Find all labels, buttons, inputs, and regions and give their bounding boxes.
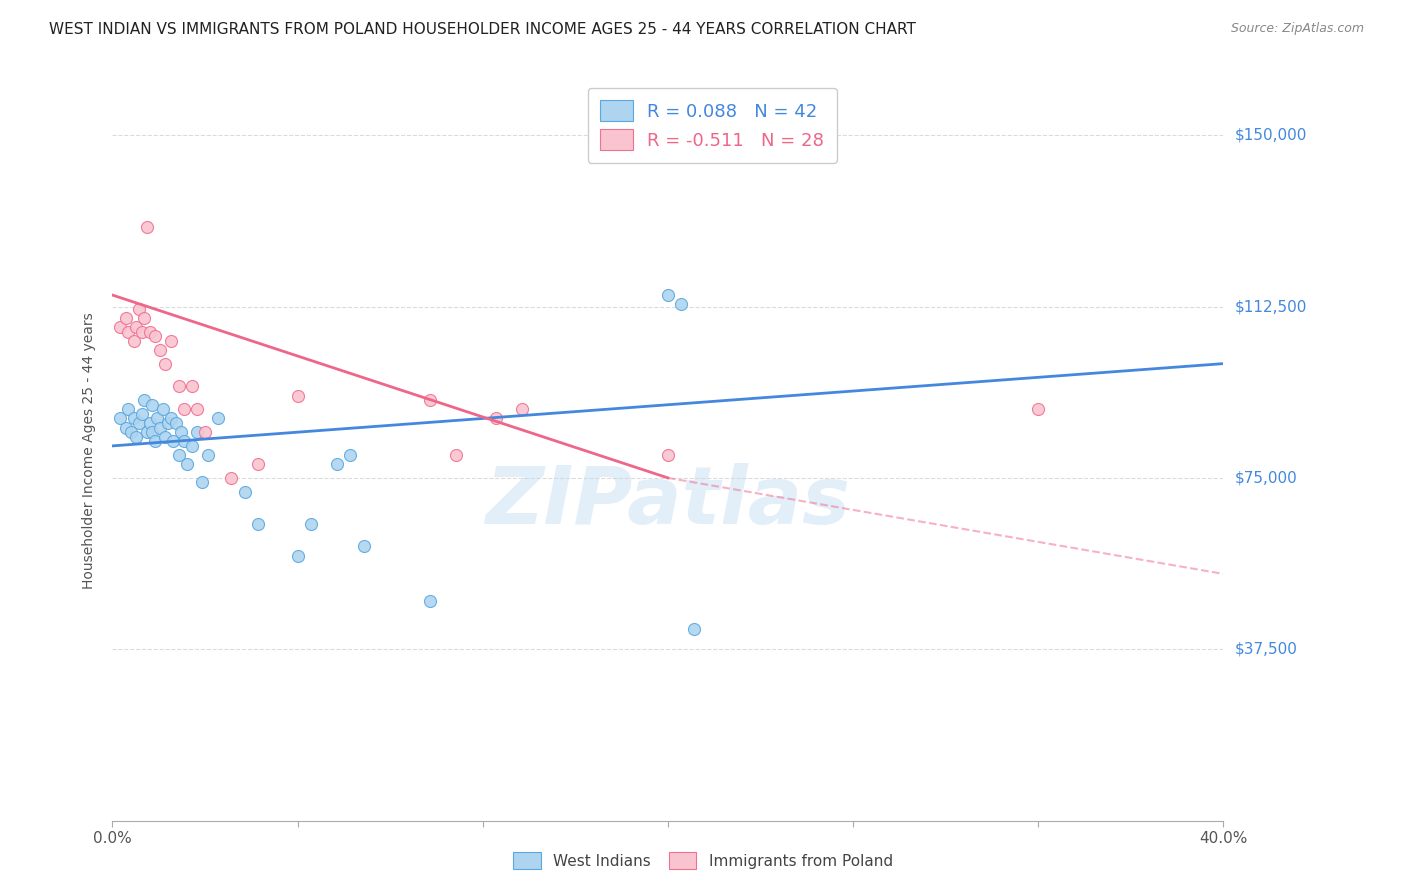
Point xyxy=(221,471,243,485)
Text: Source: ZipAtlas.com: Source: ZipAtlas.com xyxy=(1230,22,1364,36)
Point xyxy=(159,411,181,425)
Point xyxy=(110,320,132,334)
Point xyxy=(117,402,139,417)
Point xyxy=(149,420,172,434)
Point xyxy=(125,320,148,334)
Point xyxy=(339,448,361,462)
Point xyxy=(117,325,139,339)
Point xyxy=(299,516,322,531)
Point xyxy=(485,411,508,425)
Point xyxy=(155,357,177,371)
Point xyxy=(128,301,150,316)
Point xyxy=(1026,402,1049,417)
Point xyxy=(246,457,269,471)
Point xyxy=(122,411,145,425)
Point xyxy=(167,448,190,462)
Point xyxy=(141,398,163,412)
Point xyxy=(669,297,692,311)
Point xyxy=(149,343,172,357)
Point xyxy=(419,594,441,608)
Point xyxy=(173,402,195,417)
Point xyxy=(128,416,150,430)
Point xyxy=(141,425,163,440)
Point xyxy=(194,425,217,440)
Point xyxy=(135,425,157,440)
Point xyxy=(120,425,142,440)
Text: $150,000: $150,000 xyxy=(1234,128,1306,143)
Point xyxy=(657,448,679,462)
Point xyxy=(125,430,148,444)
Point xyxy=(657,288,679,302)
Point xyxy=(512,402,534,417)
Point xyxy=(186,402,208,417)
Point xyxy=(207,411,229,425)
Point xyxy=(143,329,166,343)
Point xyxy=(135,219,157,234)
Point xyxy=(180,439,202,453)
Point xyxy=(170,425,193,440)
Point xyxy=(419,393,441,408)
Point xyxy=(162,434,184,449)
Point xyxy=(173,434,195,449)
Point xyxy=(159,334,181,348)
Point xyxy=(446,448,468,462)
Text: $37,500: $37,500 xyxy=(1234,641,1298,657)
Point xyxy=(138,416,160,430)
Point xyxy=(326,457,349,471)
Point xyxy=(287,549,309,563)
Point xyxy=(287,389,309,403)
Point xyxy=(186,425,208,440)
Point xyxy=(114,420,136,434)
Text: ZIPatlas: ZIPatlas xyxy=(485,463,851,541)
Point xyxy=(191,475,214,490)
Text: $75,000: $75,000 xyxy=(1234,470,1298,485)
Point xyxy=(152,402,174,417)
Point xyxy=(146,411,169,425)
Point xyxy=(233,484,256,499)
Point xyxy=(134,310,156,325)
Legend: R = 0.088   N = 42, R = -0.511   N = 28: R = 0.088 N = 42, R = -0.511 N = 28 xyxy=(588,87,837,163)
Point xyxy=(138,325,160,339)
Point xyxy=(167,379,190,393)
Point xyxy=(134,393,156,408)
Point xyxy=(131,325,153,339)
Point xyxy=(176,457,198,471)
Y-axis label: Householder Income Ages 25 - 44 years: Householder Income Ages 25 - 44 years xyxy=(82,312,96,589)
Point xyxy=(122,334,145,348)
Point xyxy=(180,379,202,393)
Text: $112,500: $112,500 xyxy=(1234,299,1306,314)
Point xyxy=(114,310,136,325)
Point xyxy=(155,430,177,444)
Point xyxy=(157,416,180,430)
Point xyxy=(110,411,132,425)
Point xyxy=(197,448,219,462)
Legend: West Indians, Immigrants from Poland: West Indians, Immigrants from Poland xyxy=(508,846,898,875)
Point xyxy=(683,622,706,636)
Point xyxy=(143,434,166,449)
Text: WEST INDIAN VS IMMIGRANTS FROM POLAND HOUSEHOLDER INCOME AGES 25 - 44 YEARS CORR: WEST INDIAN VS IMMIGRANTS FROM POLAND HO… xyxy=(49,22,917,37)
Point xyxy=(165,416,187,430)
Point xyxy=(353,540,375,554)
Point xyxy=(246,516,269,531)
Point xyxy=(131,407,153,421)
